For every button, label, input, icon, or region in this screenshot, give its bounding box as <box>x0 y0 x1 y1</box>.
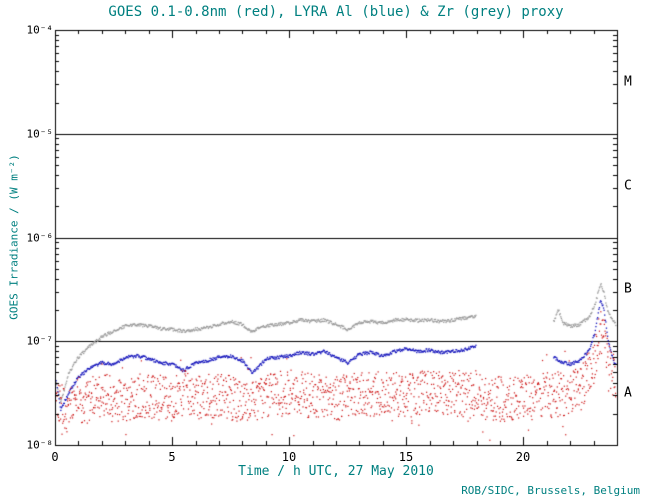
x-tick-label: 5 <box>168 450 176 464</box>
x-tick-label: 20 <box>515 450 531 464</box>
chart-title: GOES 0.1-0.8nm (red), LYRA Al (blue) & Z… <box>108 4 564 20</box>
y-tick-label: 10⁻⁴ <box>26 23 54 37</box>
y-axis-label: GOES Irradiance / (W m⁻²) <box>7 154 21 320</box>
x-tick-label: 10 <box>281 450 297 464</box>
flux-class-label-c: C <box>624 178 632 194</box>
y-tick-label: 10⁻⁸ <box>26 438 54 452</box>
x-axis-label: Time / h UTC, 27 May 2010 <box>238 464 434 479</box>
flux-class-label-b: B <box>624 281 632 297</box>
y-tick-label: 10⁻⁵ <box>26 127 54 141</box>
y-tick-label: 10⁻⁶ <box>26 231 54 245</box>
flux-class-label-m: M <box>624 74 632 90</box>
x-tick-label: 15 <box>398 450 414 464</box>
credit-text: ROB/SIDC, Brussels, Belgium <box>461 484 640 497</box>
x-tick-label: 0 <box>51 450 59 464</box>
y-tick-label: 10⁻⁷ <box>26 334 54 348</box>
flux-class-label-a: A <box>624 385 632 401</box>
